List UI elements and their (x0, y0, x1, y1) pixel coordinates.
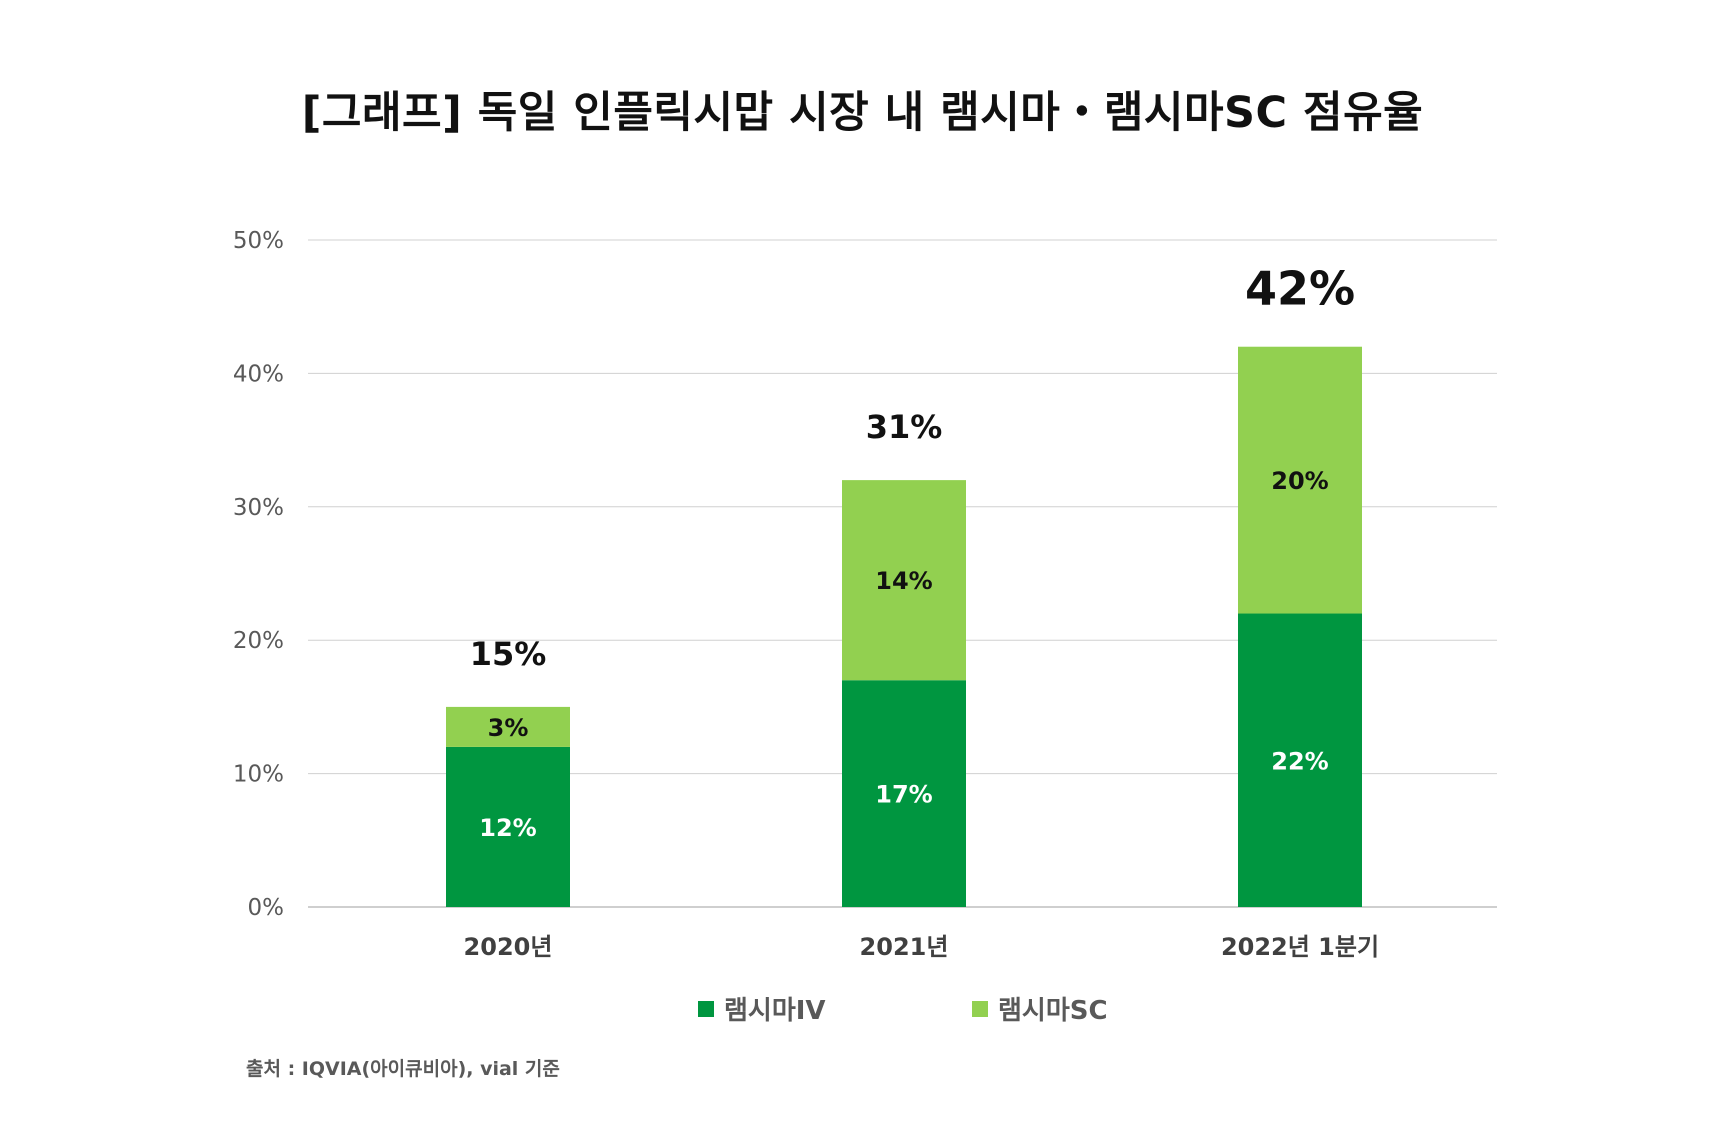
y-tick-label: 0% (248, 895, 285, 921)
bar-segment-iv (446, 746, 570, 907)
y-tick-label: 30% (233, 495, 284, 521)
bar-value-label: 14% (875, 567, 932, 595)
legend-label-iv: 램시마IV (724, 996, 826, 1026)
bar-total-label: 15% (470, 635, 547, 673)
y-tick-label: 20% (233, 628, 284, 654)
source-note: 출처 : IQVIA(아이큐비아), vial 기준 (246, 1058, 560, 1080)
bar-total-label: 31% (866, 408, 943, 446)
bar-value-label: 20% (1271, 467, 1328, 495)
bar-value-label: 22% (1271, 747, 1328, 775)
legend: 램시마IV 램시마SC (0, 990, 1725, 1030)
y-tick-label: 10% (233, 762, 284, 788)
chart-title: [그래프] 독일 인플릭시맙 시장 내 램시마・램시마SC 점유율 (301, 88, 1424, 138)
bar-value-label: 3% (488, 714, 529, 742)
legend-item-sc: 램시마SC (972, 990, 1108, 1027)
bar-value-label: 12% (479, 814, 536, 842)
y-tick-label: 50% (233, 228, 284, 254)
bar-segment-iv (842, 680, 966, 907)
x-tick-label: 2022년 1분기 (1221, 933, 1379, 961)
x-tick-label: 2021년 (860, 933, 949, 961)
legend-item-iv: 램시마IV (698, 990, 826, 1027)
y-tick-label: 40% (233, 361, 284, 387)
legend-swatch-sc (972, 1000, 988, 1017)
legend-label-sc: 램시마SC (998, 996, 1108, 1026)
x-tick-label: 2020년 (464, 933, 553, 961)
bar-total-label: 42% (1245, 262, 1355, 316)
bar-segment-sc (842, 480, 966, 681)
legend-swatch-iv (698, 1000, 714, 1017)
bar-segment-sc (446, 706, 570, 747)
bar-segment-sc (1238, 346, 1362, 614)
bar-segment-iv (1238, 613, 1362, 907)
bar-value-label: 17% (875, 781, 932, 809)
